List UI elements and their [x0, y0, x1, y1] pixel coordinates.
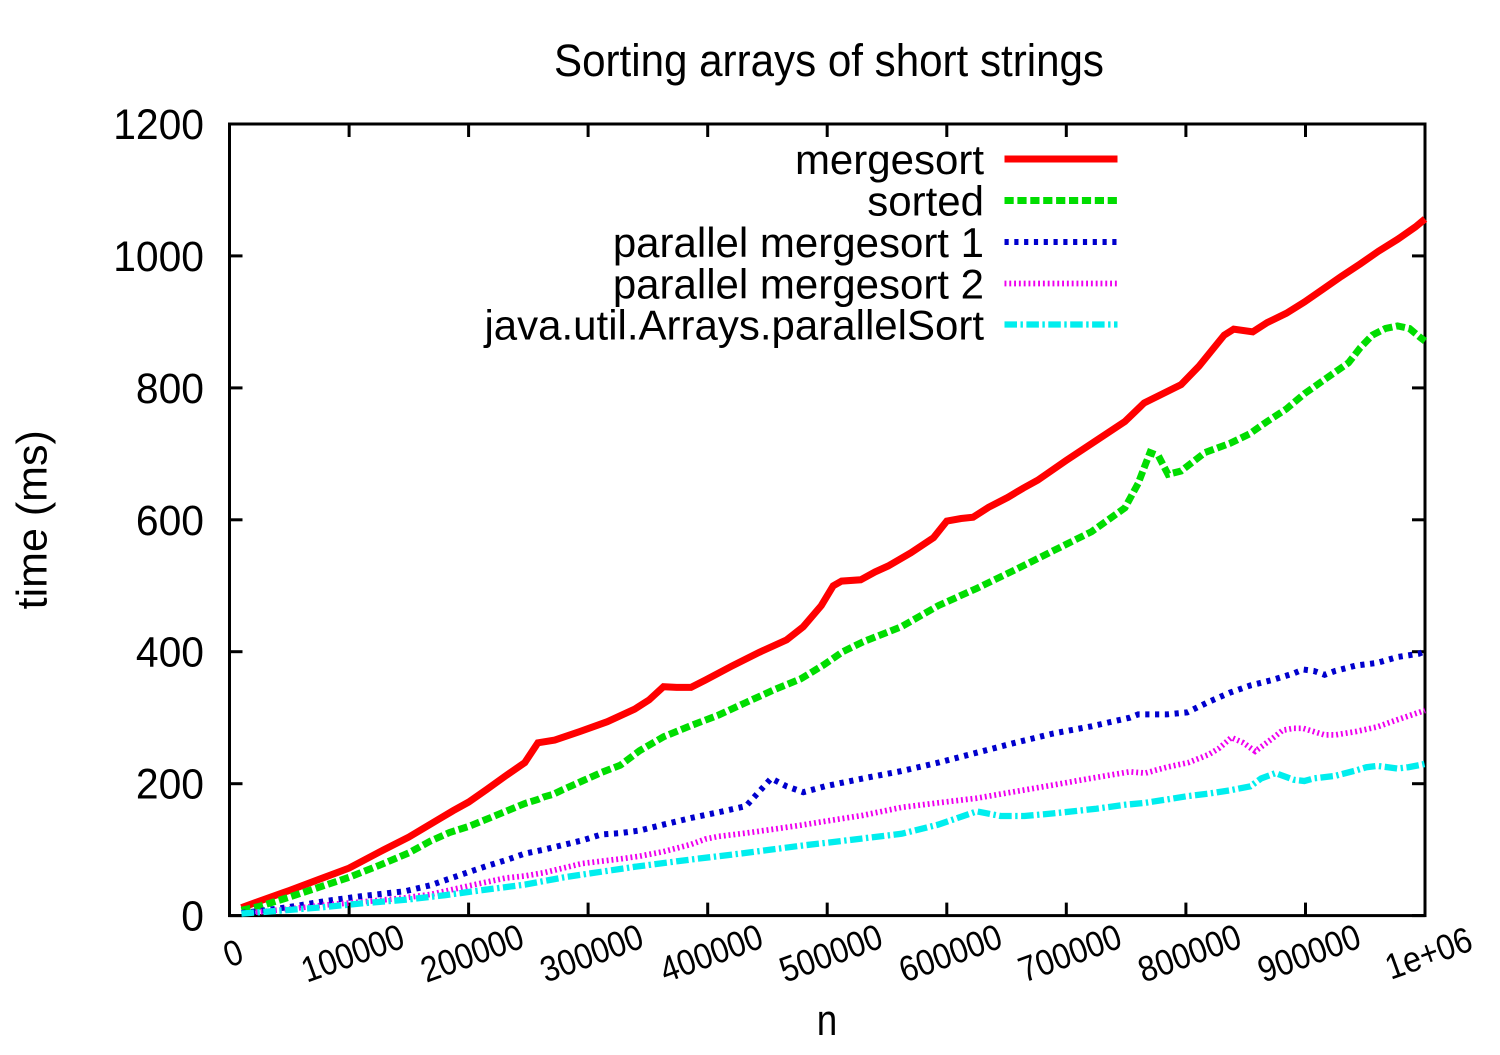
svg-text:parallel mergesort 2: parallel mergesort 2 [613, 261, 984, 308]
svg-text:1200: 1200 [113, 101, 204, 149]
svg-text:n: n [817, 996, 838, 1045]
svg-text:600: 600 [136, 497, 204, 545]
svg-text:200: 200 [136, 761, 204, 809]
svg-text:0: 0 [181, 893, 204, 941]
svg-text:time (ms): time (ms) [9, 430, 57, 609]
svg-text:Sorting arrays of short string: Sorting arrays of short strings [554, 35, 1104, 86]
svg-text:sorted: sorted [867, 178, 984, 225]
svg-text:1000: 1000 [113, 233, 204, 281]
svg-text:java.util.Arrays.parallelSort: java.util.Arrays.parallelSort [482, 302, 984, 349]
svg-text:800: 800 [136, 365, 204, 413]
svg-text:mergesort: mergesort [795, 136, 984, 183]
svg-text:parallel mergesort 1: parallel mergesort 1 [613, 219, 984, 266]
svg-text:400: 400 [136, 629, 204, 677]
